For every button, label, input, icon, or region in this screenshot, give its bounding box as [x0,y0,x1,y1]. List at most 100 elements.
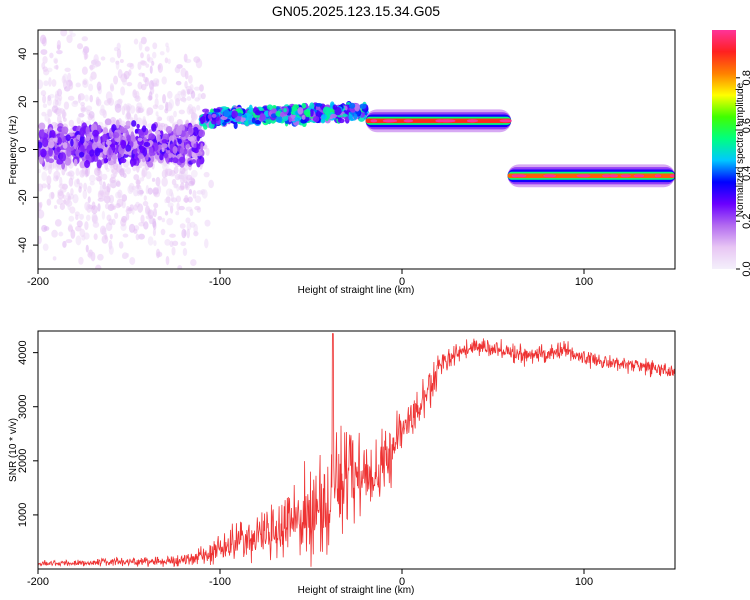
spectrogram-cell [61,126,69,135]
colorbar-tick-label: 0.4 [741,166,750,181]
spectrogram-cell [184,194,189,204]
spectrogram-cell [108,146,112,156]
spectrogram-cell [130,160,134,168]
spectrogram-cell [119,268,121,269]
spectrogram-cell [83,182,88,192]
spectrogram-cell [178,205,185,211]
spectrogram-cell [65,134,71,142]
spectrogram-cell [172,157,179,164]
spectrogram-cell [92,286,97,292]
spectrogram-cell [146,110,150,117]
spectrogram-cell [96,159,102,169]
spectrogram-cell [312,115,320,123]
spectrogram-cell [83,51,88,61]
spectrogram-cell [48,158,55,164]
spectrogram-cell [259,113,266,121]
spectrogram-cell [152,51,157,59]
spectrogram-cell [198,129,206,138]
spectrogram-cell [332,104,338,110]
spectrogram-cell [204,238,209,249]
spectrogram-cell [132,149,138,155]
spectrogram-cell [120,157,127,164]
spectrogram-cell [130,137,136,142]
spectrogram-peak [467,119,479,123]
spectrogram-cell [322,106,331,115]
spectrogram-cell [148,155,155,163]
spectrogram-cell [69,206,76,214]
spectrogram-cell [97,23,101,27]
spectrogram-cell [152,42,158,50]
spectrogram-cell [48,77,52,87]
spectrogram-cell [236,112,243,117]
spectrogram-cell [114,103,122,113]
spectrogram-cell [167,58,171,65]
spectrogram-cell [58,94,63,102]
spectrogram-cell [165,255,170,266]
spectrogram-cell [100,56,106,61]
spectrogram-peak [601,174,611,178]
spectrogram-cell [64,157,72,166]
spectrogram-cell [177,265,183,269]
spectrogram-cell [164,168,168,178]
spectrogram-cell [97,197,105,202]
spectrogram-cell [38,122,46,131]
spectrogram-cell [101,210,106,220]
spectrogram-cell [75,167,80,177]
spectrogram-cell [164,198,168,204]
spectrogram-cell [157,215,163,221]
spectrogram-cell [78,256,84,265]
spectrogram-cell [49,52,54,59]
spectrogram-cell [110,85,115,92]
spectrogram-cell [76,134,81,140]
colorbar: 0.0 0.2 0.4 0.6 0.8 Normalized spectral ampl… [712,30,750,277]
spectrogram-cell [159,51,165,56]
spectrogram-cell [121,194,128,202]
snr-series-line [38,333,675,567]
spectrogram-cell [118,241,124,249]
spectrogram-cell [112,132,120,139]
spectrogram-cell [161,143,168,149]
spectrogram-cell [132,89,138,99]
spectrogram-y-label: Frequency (Hz) [8,116,19,185]
spectrogram-cell [65,239,73,244]
spectrogram-cell [27,172,31,178]
spectrogram-cell [164,210,169,216]
spectrogram-cell [164,239,171,246]
spectrogram-cell [190,259,197,266]
colorbar-ticks: 0.0 0.2 0.4 0.6 0.8 [736,70,750,277]
spectrogram-cell [155,79,160,87]
spectrogram-cell [149,65,153,74]
spectrogram-cell [61,161,66,170]
spectrogram-cell [282,115,289,122]
spectrogram-cell [121,105,126,116]
spectrogram-cell [173,110,177,118]
spectrogram-cell [73,178,80,188]
spectrogram-cell [67,204,71,211]
spectrogram-cell [305,111,311,118]
spectrogram-cell [42,103,48,109]
spectrogram-cell [241,117,246,122]
spectrogram-cell [143,141,151,147]
spectrogram-cell [89,64,95,70]
spectrogram-cell [126,134,131,142]
spectrogram-cell [71,100,79,108]
spectrogram-cell [140,52,144,59]
spectrogram-cell [337,118,345,124]
spectrogram-cell [179,147,184,155]
spectrogram-peak [608,174,619,178]
spectrogram-cell [76,116,81,125]
spectrogram-cell [152,228,156,237]
spectrogram-cell [78,151,85,158]
colorbar-tick-label: 0.6 [741,118,750,133]
spectrogram-cell [97,253,104,261]
spectrogram-cell [182,97,187,103]
spectrogram-cell [193,148,199,154]
spectrogram-cell [248,104,253,113]
spectrogram-cell [85,126,90,135]
spectrogram-cell [42,56,48,64]
spectrogram-cell [330,113,338,119]
spectrogram-cell [166,282,169,291]
spectrogram-cell [179,174,187,179]
spectrogram-cell [203,171,210,178]
spectrogram-cell [109,57,116,63]
